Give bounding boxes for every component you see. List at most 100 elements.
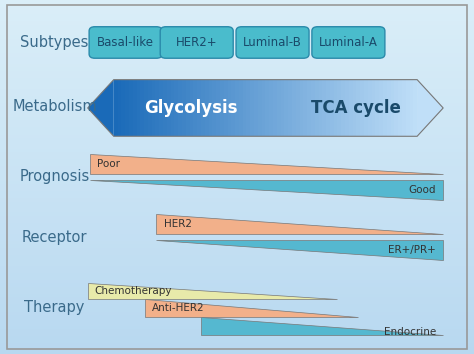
Bar [0, 209, 474, 212]
Bar [239, 80, 243, 136]
Bar [0, 177, 474, 181]
Bar [0, 312, 474, 315]
Bar [0, 276, 474, 280]
Bar [0, 280, 474, 283]
Bar [0, 127, 474, 131]
Bar [0, 258, 474, 262]
Bar [193, 80, 197, 136]
Bar [0, 163, 474, 166]
Bar [125, 80, 129, 136]
Bar [0, 106, 474, 110]
Text: HER2+: HER2+ [176, 36, 218, 49]
Bar [0, 273, 474, 276]
Bar [265, 80, 269, 136]
Bar [349, 80, 353, 136]
Bar [243, 80, 246, 136]
Bar [0, 74, 474, 78]
Bar [0, 219, 474, 223]
Bar [201, 80, 205, 136]
Bar [0, 135, 474, 138]
Bar [0, 138, 474, 142]
Bar [114, 80, 118, 136]
Bar [0, 350, 474, 354]
Text: Glycolysis: Glycolysis [145, 99, 238, 117]
Bar [307, 80, 311, 136]
Polygon shape [156, 214, 443, 234]
Polygon shape [90, 154, 443, 174]
Bar [235, 80, 239, 136]
Bar [398, 80, 402, 136]
Bar [368, 80, 372, 136]
Bar [356, 80, 360, 136]
Bar [0, 166, 474, 170]
Bar [0, 212, 474, 216]
Bar [0, 50, 474, 53]
Bar [0, 216, 474, 219]
Bar [178, 80, 182, 136]
Bar [0, 11, 474, 14]
Bar [0, 315, 474, 319]
Bar [0, 25, 474, 28]
Bar [0, 336, 474, 340]
Bar [288, 80, 292, 136]
Bar [0, 188, 474, 191]
Bar [0, 159, 474, 163]
Bar [277, 80, 281, 136]
Bar [0, 145, 474, 149]
Bar [205, 80, 209, 136]
Text: HER2: HER2 [164, 219, 191, 229]
Bar [0, 333, 474, 336]
Bar [0, 290, 474, 294]
Bar [364, 80, 368, 136]
Bar [0, 170, 474, 173]
Bar [0, 28, 474, 32]
Text: Good: Good [409, 185, 436, 195]
Bar [140, 80, 144, 136]
Bar [0, 152, 474, 156]
Bar [300, 80, 303, 136]
Bar [167, 80, 171, 136]
Bar [0, 244, 474, 248]
Bar [0, 67, 474, 71]
Bar [254, 80, 258, 136]
Bar [258, 80, 262, 136]
Bar [319, 80, 322, 136]
Polygon shape [156, 240, 443, 260]
Bar [174, 80, 178, 136]
Bar [387, 80, 391, 136]
Bar [0, 53, 474, 57]
Bar [121, 80, 125, 136]
Bar [0, 301, 474, 304]
Bar [0, 124, 474, 127]
Bar [0, 198, 474, 202]
Bar [0, 322, 474, 326]
Bar [220, 80, 224, 136]
Bar [0, 149, 474, 152]
Polygon shape [145, 299, 358, 317]
Bar [0, 329, 474, 333]
Bar [0, 88, 474, 92]
Bar [0, 287, 474, 290]
Bar [0, 181, 474, 184]
Text: Prognosis: Prognosis [19, 170, 90, 184]
Bar [0, 255, 474, 258]
Bar [137, 80, 140, 136]
Bar [0, 227, 474, 230]
Text: Metabolism: Metabolism [12, 99, 97, 114]
Bar [0, 85, 474, 88]
Bar [0, 251, 474, 255]
Bar [0, 117, 474, 120]
Bar [383, 80, 387, 136]
Bar [246, 80, 250, 136]
Bar [0, 35, 474, 39]
Bar [345, 80, 349, 136]
Bar [216, 80, 220, 136]
Bar [402, 80, 406, 136]
Bar [375, 80, 379, 136]
Bar [0, 7, 474, 11]
Bar [0, 283, 474, 287]
Text: Endocrine: Endocrine [384, 327, 436, 337]
Bar [212, 80, 216, 136]
Bar [337, 80, 341, 136]
Bar [231, 80, 235, 136]
